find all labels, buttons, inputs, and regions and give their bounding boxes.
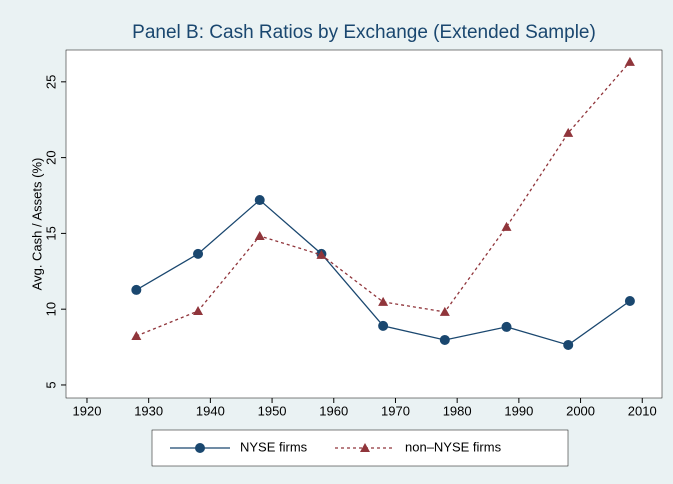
marker	[563, 339, 574, 350]
x-tick-label: 1980	[443, 403, 472, 418]
x-tick-label: 1920	[73, 403, 102, 418]
y-tick-label: 20	[43, 150, 58, 164]
legend-label: non–NYSE firms	[405, 439, 502, 454]
chart-title: Panel B: Cash Ratios by Exchange (Extend…	[132, 22, 596, 43]
plot-area	[65, 49, 663, 399]
marker	[254, 230, 265, 240]
x-tick-label: 1970	[381, 403, 410, 418]
marker	[501, 321, 512, 332]
legend-marker	[360, 443, 370, 452]
x-tick-label: 1960	[319, 403, 348, 418]
y-tick-label: 5	[43, 381, 58, 388]
series-line	[136, 61, 631, 337]
marker	[624, 56, 635, 66]
y-tick-label: 15	[43, 226, 58, 240]
marker	[131, 284, 142, 295]
x-tick-label: 1940	[196, 403, 225, 418]
marker	[316, 249, 327, 259]
marker	[131, 331, 142, 341]
marker	[193, 248, 204, 259]
marker	[439, 306, 450, 316]
legend-label: NYSE firms	[240, 439, 308, 454]
marker	[624, 295, 635, 306]
x-tick-label: 2010	[628, 403, 657, 418]
x-tick-label: 1950	[258, 403, 287, 418]
x-tick-label: 1930	[134, 403, 163, 418]
x-tick-label: 2000	[566, 403, 595, 418]
marker	[563, 127, 574, 137]
x-tick-label: 1990	[504, 403, 533, 418]
marker	[378, 296, 389, 306]
y-tick-label: 10	[43, 302, 58, 316]
marker	[193, 306, 204, 315]
marker	[439, 334, 450, 345]
y-axis-label: Avg. Cash / Assets (%)	[29, 158, 44, 291]
legend-marker	[195, 443, 205, 453]
marker	[254, 195, 265, 206]
marker	[501, 221, 512, 231]
marker	[378, 320, 389, 331]
y-tick-label: 25	[43, 75, 58, 89]
